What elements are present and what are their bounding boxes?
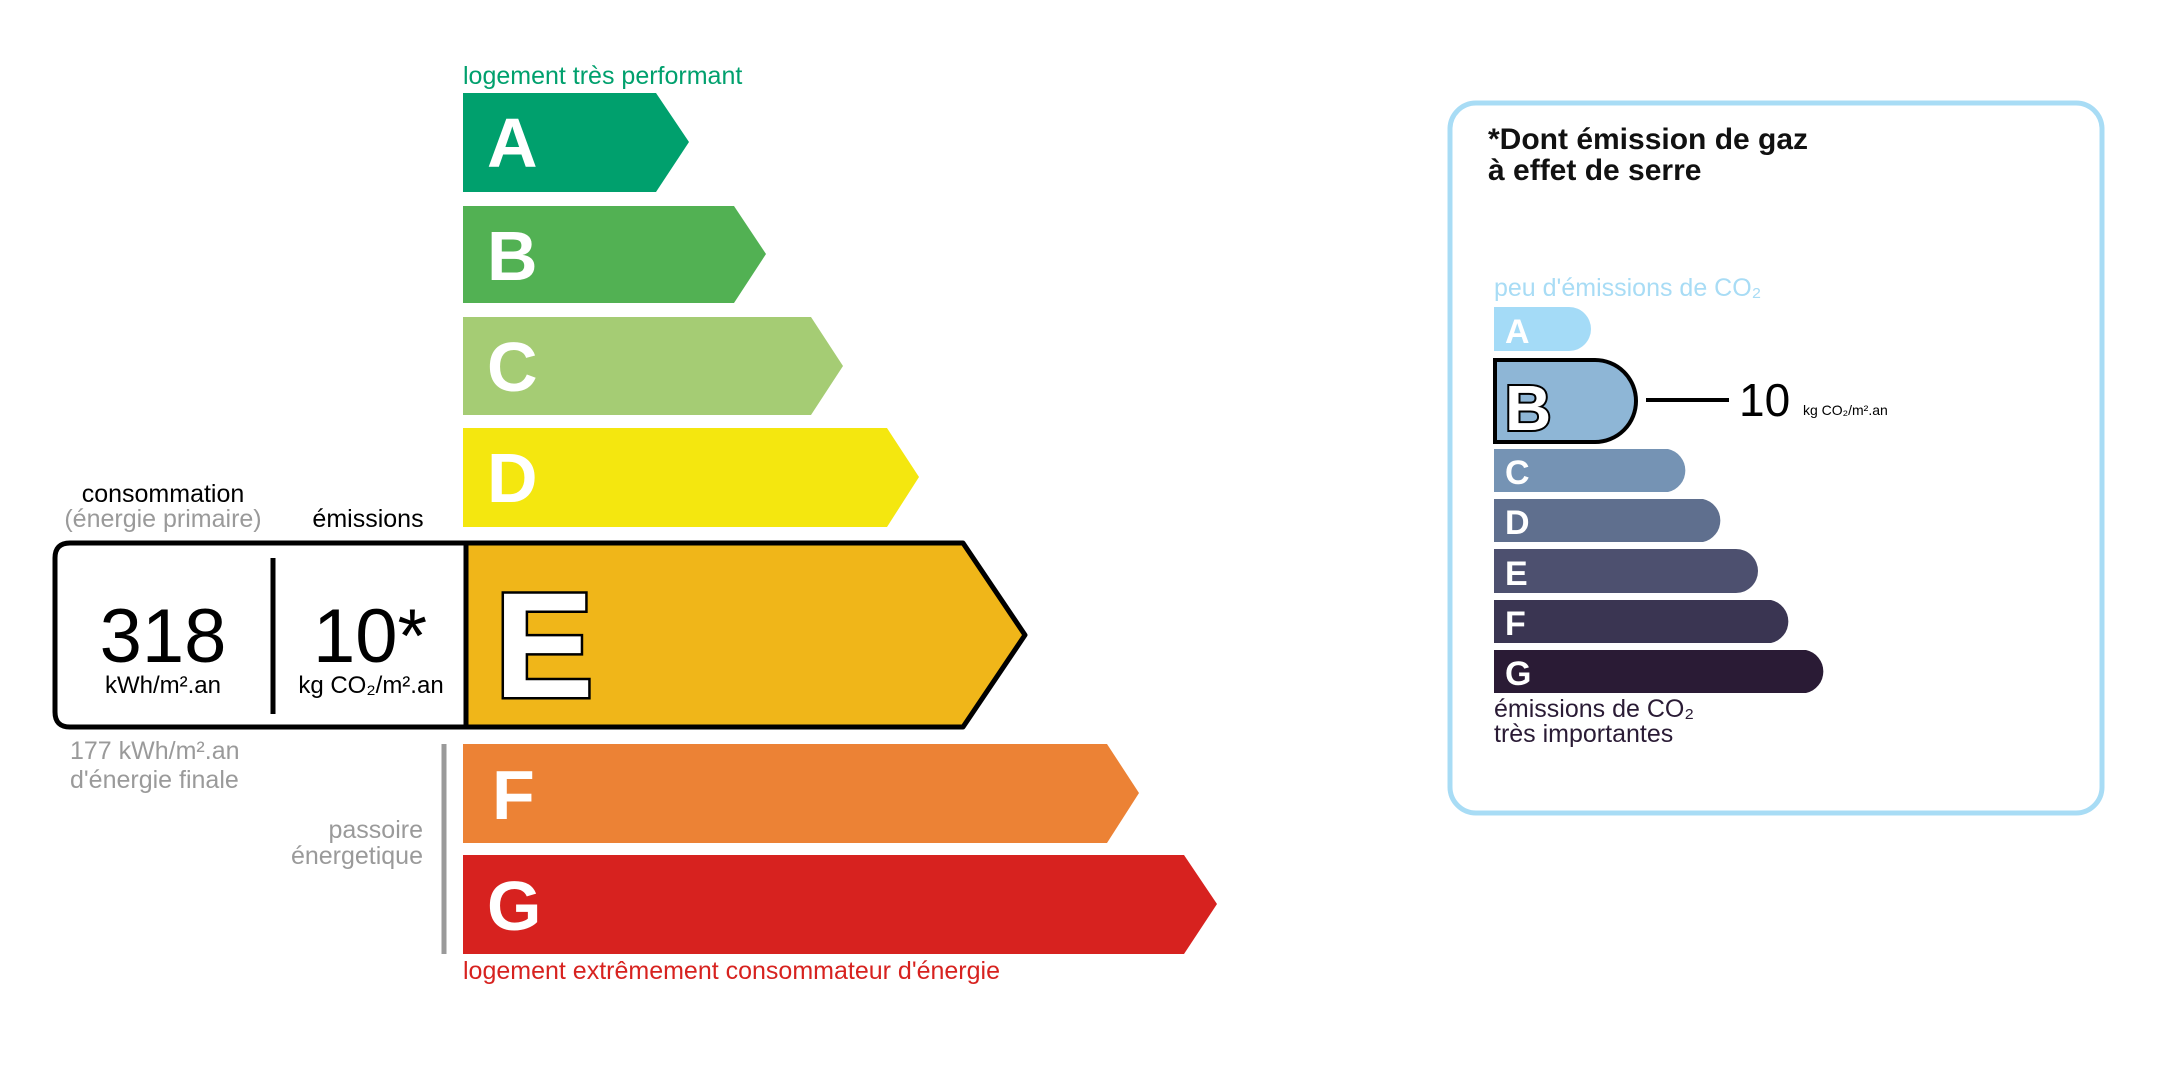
ges-class-d: D [1494, 499, 1721, 542]
energy-class-g: G [463, 855, 1217, 954]
consumption-unit: kWh/m².an [105, 672, 221, 699]
energy-class-f: F [463, 744, 1139, 843]
svg-text:A: A [1505, 313, 1530, 351]
emissions-label: émissions [312, 505, 423, 533]
svg-text:D: D [487, 439, 538, 517]
svg-text:C: C [487, 328, 538, 406]
svg-text:E: E [1505, 555, 1528, 593]
ges-title-1: *Dont émission de gaz [1488, 123, 1808, 156]
final-energy-value: 177 kWh/m².an [70, 737, 240, 765]
energy-class-b: B [463, 206, 766, 303]
consumption-label: consommation [82, 480, 245, 508]
ges-class-g: G [1494, 650, 1824, 693]
energy-current-class-e: E 318 kWh/m².an 10* kg CO₂/m².an [52, 540, 1028, 732]
emissions-unit: kg CO₂/m².an [298, 672, 443, 699]
energy-bottom-label: logement extrêmement consommateur d'éner… [463, 957, 1000, 985]
ges-class-c: C [1494, 449, 1686, 492]
ges-class-e: E [1494, 549, 1758, 593]
ges-top-label: peu d'émissions de CO₂ [1494, 274, 1761, 302]
final-energy-label: d'énergie finale [70, 766, 239, 794]
svg-text:D: D [1505, 504, 1530, 542]
svg-text:F: F [1505, 605, 1526, 643]
passoire-label-2: énergetique [291, 842, 423, 870]
ges-title-2: à effet de serre [1488, 154, 1701, 187]
emissions-value: 10* [313, 594, 427, 679]
energy-class-d: D [463, 428, 919, 527]
energy-top-label: logement très performant [463, 62, 742, 90]
svg-text:A: A [487, 104, 538, 182]
value-box [52, 540, 469, 730]
svg-text:E: E [494, 561, 594, 729]
svg-text:G: G [1505, 655, 1531, 693]
ges-value: 10 [1739, 374, 1790, 426]
svg-text:C: C [1505, 454, 1530, 492]
ges-unit: kg CO₂/m².an [1803, 402, 1888, 418]
svg-text:B: B [1505, 372, 1551, 444]
svg-text:B: B [487, 217, 538, 295]
ges-bottom-label-2: très importantes [1494, 720, 1673, 748]
svg-text:G: G [487, 867, 541, 945]
ges-bottom-label-1: émissions de CO₂ [1494, 695, 1694, 723]
svg-text:F: F [492, 756, 535, 834]
ges-current-class-b: B 10 kg CO₂/m².an [1493, 358, 1888, 446]
consumption-sublabel: (énergie primaire) [64, 505, 261, 533]
ges-class-a: A [1494, 307, 1591, 351]
consumption-value: 318 [100, 594, 227, 679]
energy-class-c: C [463, 317, 843, 415]
ges-class-f: F [1494, 600, 1789, 643]
energy-class-a: A [463, 93, 689, 192]
passoire-label-1: passoire [329, 816, 424, 844]
